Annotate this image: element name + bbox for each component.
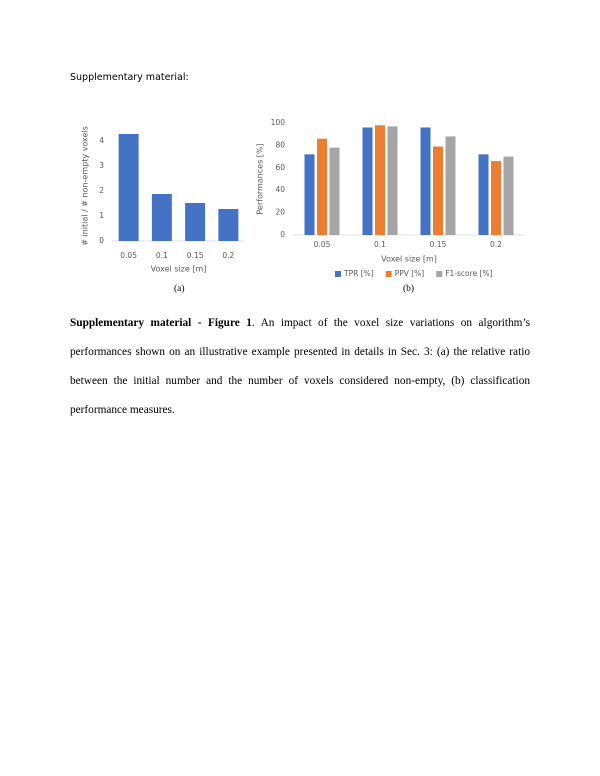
x-tick-label: 0.2 xyxy=(490,240,502,249)
bar xyxy=(375,125,385,235)
bar xyxy=(317,138,327,235)
bar xyxy=(362,127,373,235)
bar xyxy=(118,134,139,241)
x-tick-label: 0.15 xyxy=(430,240,447,249)
legend-label: TPR [%] xyxy=(343,269,374,278)
y-tick-label: 2 xyxy=(99,186,104,195)
y-tick-label: 80 xyxy=(275,140,285,149)
legend-label: F1-score [%] xyxy=(445,269,492,278)
y-tick-label: 4 xyxy=(99,136,104,145)
bar xyxy=(445,136,456,235)
subfigure-label: (b) xyxy=(403,284,415,294)
legend-label: PPV [%] xyxy=(395,269,425,278)
y-tick-label: 3 xyxy=(99,161,104,170)
y-tick-label: 1 xyxy=(99,211,104,220)
charts: 0 1 2 3 4 # initial / # non-empty voxels Voxel… xyxy=(81,118,525,278)
y-tick-label: 0 xyxy=(280,230,285,239)
bar xyxy=(478,154,489,235)
subfigure-label: (a) xyxy=(174,284,185,294)
bar xyxy=(420,127,431,235)
bar xyxy=(185,203,206,241)
y-axis-title: # initial / # non-empty voxels xyxy=(81,126,90,246)
bar xyxy=(491,161,501,235)
x-tick-label: 0.05 xyxy=(314,240,331,249)
x-tick-label: 0.05 xyxy=(120,251,137,260)
x-tick-label: 0.1 xyxy=(156,251,168,260)
bar xyxy=(387,126,398,235)
x-tick-label: 0.2 xyxy=(222,251,234,260)
y-tick-label: 20 xyxy=(275,208,285,217)
caption: Supplementary material - Figure 1. An im… xyxy=(70,309,530,425)
x-tick-label: 0.1 xyxy=(374,240,386,249)
caption-text: . An impact of the voxel size variations… xyxy=(70,317,531,416)
bar xyxy=(433,146,443,235)
bar xyxy=(151,194,172,241)
bar xyxy=(329,147,340,235)
bar xyxy=(503,156,514,235)
bar xyxy=(218,209,239,241)
x-axis-title: Voxel size [m] xyxy=(151,265,207,274)
y-tick-label: 0 xyxy=(99,236,104,245)
x-axis-title: Voxel size [m] xyxy=(381,255,437,264)
y-tick-label: 100 xyxy=(271,118,286,127)
caption-label: Supplementary material - Figure 1 xyxy=(70,317,252,329)
legend-swatch xyxy=(335,271,341,277)
legend-swatch xyxy=(385,271,392,277)
header: Supplementary material: xyxy=(70,72,189,83)
bar xyxy=(304,154,315,235)
legend-swatch xyxy=(436,271,443,277)
y-tick-label: 40 xyxy=(275,185,285,194)
y-axis-title: Performances [%] xyxy=(256,143,265,214)
y-tick-label: 60 xyxy=(275,163,285,172)
x-tick-label: 0.15 xyxy=(187,251,204,260)
